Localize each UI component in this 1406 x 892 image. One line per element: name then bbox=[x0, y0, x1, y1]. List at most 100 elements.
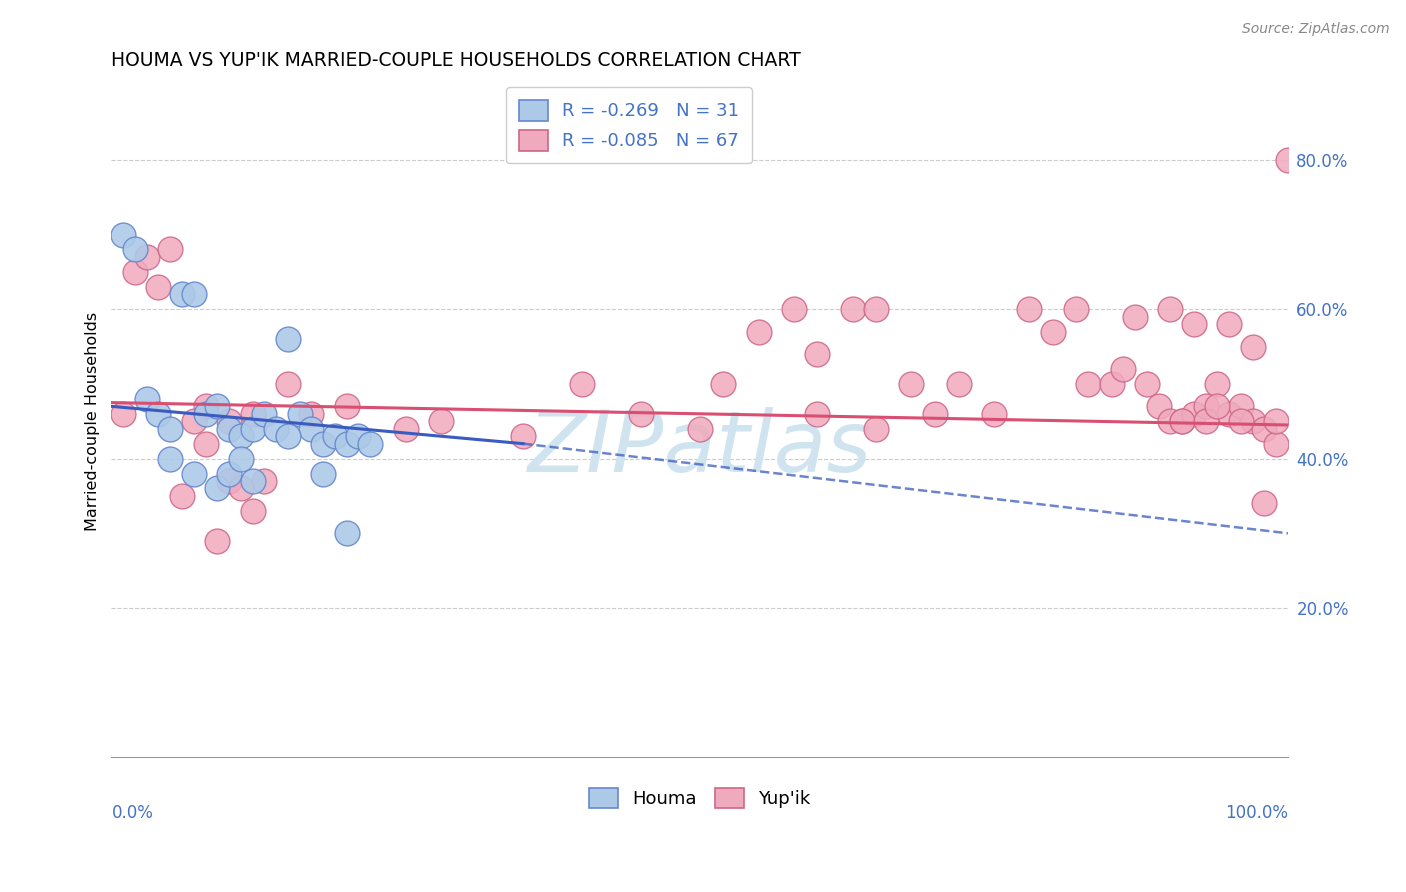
Point bbox=[264, 422, 287, 436]
Point bbox=[1206, 400, 1229, 414]
Point bbox=[277, 332, 299, 346]
Point bbox=[1171, 414, 1194, 428]
Point bbox=[183, 287, 205, 301]
Point bbox=[112, 407, 135, 421]
Point bbox=[430, 414, 453, 428]
Point bbox=[323, 429, 346, 443]
Point bbox=[124, 243, 146, 257]
Point bbox=[1241, 340, 1264, 354]
Point bbox=[242, 474, 264, 488]
Point bbox=[806, 407, 828, 421]
Point bbox=[630, 407, 652, 421]
Point bbox=[865, 422, 887, 436]
Point bbox=[336, 400, 359, 414]
Point bbox=[1077, 376, 1099, 391]
Point bbox=[242, 422, 264, 436]
Text: Source: ZipAtlas.com: Source: ZipAtlas.com bbox=[1241, 22, 1389, 37]
Point bbox=[159, 422, 181, 436]
Point bbox=[194, 407, 217, 421]
Point bbox=[242, 407, 264, 421]
Point bbox=[1218, 317, 1240, 331]
Point bbox=[1101, 376, 1123, 391]
Point bbox=[336, 526, 359, 541]
Point bbox=[689, 422, 711, 436]
Point bbox=[183, 414, 205, 428]
Point bbox=[711, 376, 734, 391]
Point bbox=[1230, 414, 1253, 428]
Point bbox=[288, 407, 311, 421]
Point bbox=[218, 474, 240, 488]
Point bbox=[1018, 302, 1040, 317]
Point bbox=[1253, 496, 1275, 510]
Point bbox=[1253, 422, 1275, 436]
Point bbox=[1182, 407, 1205, 421]
Point bbox=[207, 400, 229, 414]
Legend: Houma, Yup'ik: Houma, Yup'ik bbox=[582, 780, 818, 815]
Point bbox=[1112, 362, 1135, 376]
Point bbox=[277, 376, 299, 391]
Point bbox=[1218, 407, 1240, 421]
Point bbox=[207, 533, 229, 548]
Point bbox=[183, 467, 205, 481]
Point bbox=[229, 429, 252, 443]
Point bbox=[924, 407, 946, 421]
Point bbox=[299, 422, 322, 436]
Point bbox=[1136, 376, 1159, 391]
Point bbox=[900, 376, 922, 391]
Point bbox=[783, 302, 806, 317]
Point bbox=[229, 451, 252, 466]
Point bbox=[299, 407, 322, 421]
Point bbox=[218, 422, 240, 436]
Point bbox=[359, 436, 381, 450]
Point bbox=[1277, 153, 1299, 167]
Point bbox=[1194, 400, 1216, 414]
Point bbox=[336, 436, 359, 450]
Point bbox=[218, 414, 240, 428]
Point bbox=[1182, 317, 1205, 331]
Point bbox=[394, 422, 416, 436]
Text: ZIPatlas: ZIPatlas bbox=[527, 407, 872, 490]
Point bbox=[253, 474, 276, 488]
Point bbox=[1206, 376, 1229, 391]
Text: 100.0%: 100.0% bbox=[1225, 805, 1288, 822]
Text: 0.0%: 0.0% bbox=[111, 805, 153, 822]
Point bbox=[135, 250, 157, 264]
Point bbox=[170, 489, 193, 503]
Point bbox=[112, 227, 135, 242]
Point bbox=[841, 302, 863, 317]
Point bbox=[865, 302, 887, 317]
Point bbox=[1171, 414, 1194, 428]
Point bbox=[1265, 436, 1288, 450]
Point bbox=[170, 287, 193, 301]
Point bbox=[194, 400, 217, 414]
Point bbox=[1241, 414, 1264, 428]
Point bbox=[747, 325, 769, 339]
Point bbox=[1159, 302, 1181, 317]
Point bbox=[571, 376, 593, 391]
Point bbox=[218, 467, 240, 481]
Point bbox=[1064, 302, 1087, 317]
Point bbox=[229, 482, 252, 496]
Point bbox=[1123, 310, 1146, 324]
Point bbox=[1230, 400, 1253, 414]
Point bbox=[1042, 325, 1064, 339]
Point bbox=[194, 436, 217, 450]
Point bbox=[159, 243, 181, 257]
Point bbox=[159, 451, 181, 466]
Point bbox=[1147, 400, 1170, 414]
Point bbox=[806, 347, 828, 361]
Point bbox=[207, 482, 229, 496]
Point bbox=[242, 504, 264, 518]
Point bbox=[512, 429, 534, 443]
Point bbox=[253, 407, 276, 421]
Point bbox=[1265, 414, 1288, 428]
Point bbox=[312, 436, 335, 450]
Point bbox=[948, 376, 970, 391]
Point bbox=[983, 407, 1005, 421]
Point bbox=[148, 280, 170, 294]
Point bbox=[1159, 414, 1181, 428]
Point bbox=[1194, 414, 1216, 428]
Point bbox=[148, 407, 170, 421]
Point bbox=[124, 265, 146, 279]
Text: HOUMA VS YUP'IK MARRIED-COUPLE HOUSEHOLDS CORRELATION CHART: HOUMA VS YUP'IK MARRIED-COUPLE HOUSEHOLD… bbox=[111, 51, 801, 70]
